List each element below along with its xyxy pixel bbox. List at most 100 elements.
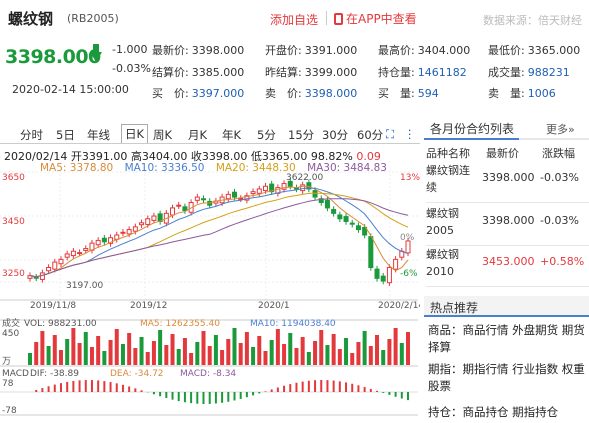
candle-body [250,191,256,195]
quote-field-value: 3385.000 [191,66,245,79]
candle-body [368,236,374,268]
more-options-icon[interactable]: ⋮ [404,127,416,141]
low-label: 低 [250,150,262,163]
candle-body [374,268,380,279]
chart-label: 2019/11/8 [30,301,76,311]
chart-tab[interactable]: 30分 [322,128,349,142]
chart-tab[interactable]: 年K [222,128,242,142]
contract-name-cell: 螺纹钢2010 [426,248,459,278]
row-divider [426,202,589,203]
volume-bar [344,338,349,365]
hot-links[interactable]: 商品持仓 期指持仓 [462,405,559,419]
chart-tab[interactable]: 分时 [20,128,43,142]
quote-field: 昨结算: 3399.000 [265,64,357,80]
volume-bar [263,351,268,365]
low-value: 3365.00 [261,150,308,163]
ma10-legend: MA10: 3336.50 [124,162,205,174]
hot-underline [424,315,589,317]
fullscreen-icon[interactable]: ⛶ [386,127,395,141]
volume-bar [71,328,76,365]
candle-body [281,183,287,190]
chart-label: -6% [400,269,418,279]
more-label: 更多» [546,123,575,136]
hot-links[interactable]: 期指行情 行业指数 权重股票 [428,362,585,393]
candle-body [349,222,355,225]
quote-field-label: 开盘价: [265,44,302,57]
quote-field: 卖 量: 1006 [488,85,556,101]
chart-tab[interactable]: 5分 [257,128,276,142]
chart-period-tabs: 分时 5日 年线 日K 周K 月K 年K 5分 15分 30分 60分 ⛶ ⋮ [0,124,420,144]
candle-body [287,180,293,187]
down-arrow-icon-stem [93,44,99,53]
chart-tab[interactable]: 5日 [56,128,75,142]
row-divider [426,286,589,287]
volume-bar [257,336,262,365]
chart-label: MA5: 1262355.40 [140,319,220,329]
candle-body [52,261,58,270]
volume-bar [244,332,249,365]
candle-body [151,215,157,221]
chart-tab[interactable]: 日K [121,124,149,144]
contract-name-cell: 螺纹钢2005 [426,207,459,237]
quote-field-value: 988231 [527,66,570,79]
last-price: 3398.000 [5,46,101,68]
chart-label: 2019/12 [130,301,167,311]
chart-tab[interactable]: 15分 [288,128,315,142]
tabs-divider [0,143,420,144]
candle-body [262,185,268,192]
ma-line [29,185,409,278]
volume-bar [399,343,404,365]
candle-body [170,207,176,216]
quote-field-label: 卖 价: [265,87,302,100]
volume-bar [269,340,274,365]
volume-bar [238,343,243,365]
volume-bars [28,328,410,365]
price-change: -1.000 [112,43,148,56]
hot-row: 商品：商品行情 外盘期货 期货择算 [428,322,589,356]
ma-line [29,198,409,278]
price-change-pct: -0.03% [112,62,151,75]
hot-links[interactable]: 商品行情 外盘期货 期货择算 [428,323,585,354]
volume-bar [127,333,132,365]
more-link[interactable]: 更多» [546,121,575,137]
chart-tab[interactable]: 60分 [357,128,384,142]
volume-bar [251,347,256,365]
ma-line [29,187,409,278]
open-in-app-link[interactable]: 在APP中查看 [334,10,417,27]
candle-body [331,209,337,214]
volume-bar [356,342,361,365]
chart-label: VOL: 988231.00 [24,319,97,329]
pct2-value: 0.09 [356,150,381,163]
volume-bar [313,341,318,365]
chart-label: 万 [2,357,11,367]
quote-field-label: 卖 量: [488,87,525,100]
volume-bar [306,352,311,365]
candle-body [238,197,244,200]
header-divider [326,11,327,25]
kline-chart[interactable]: 3650 3450 3250 3622.00 3197.00 2019/11/8 2019/… [0,160,420,420]
volume-bar [207,346,212,365]
volume-bar [52,335,57,365]
col-name: 品种名称 [426,147,470,160]
volume-bar [176,349,181,365]
volume-bar [151,341,156,365]
chart-labels: 3650 3450 3250 3622.00 3197.00 2019/11/8 2019/… [2,173,420,416]
down-arrow-icon [90,52,102,62]
candle-body [145,218,151,225]
volume-bar [182,338,187,365]
add-favorite-link[interactable]: 添加自选 [270,13,319,27]
quote-field-value: 3391.000 [304,44,358,57]
quote-field-label: 买 价: [152,87,189,100]
quote-field-value: 3399.000 [304,66,358,79]
chart-tab[interactable]: 月K [188,128,208,142]
chart-tab[interactable]: 年线 [87,128,110,142]
chart-tab[interactable]: 周K [153,128,173,142]
chart-label: 450 [2,329,19,339]
volume-bar [28,353,32,365]
candle-body [386,267,392,284]
chart-label: -78 [2,406,17,416]
volume-bar [406,332,410,365]
row-divider [426,245,589,246]
candle-body [312,190,318,198]
quote-field-value: 1461182 [417,66,467,79]
